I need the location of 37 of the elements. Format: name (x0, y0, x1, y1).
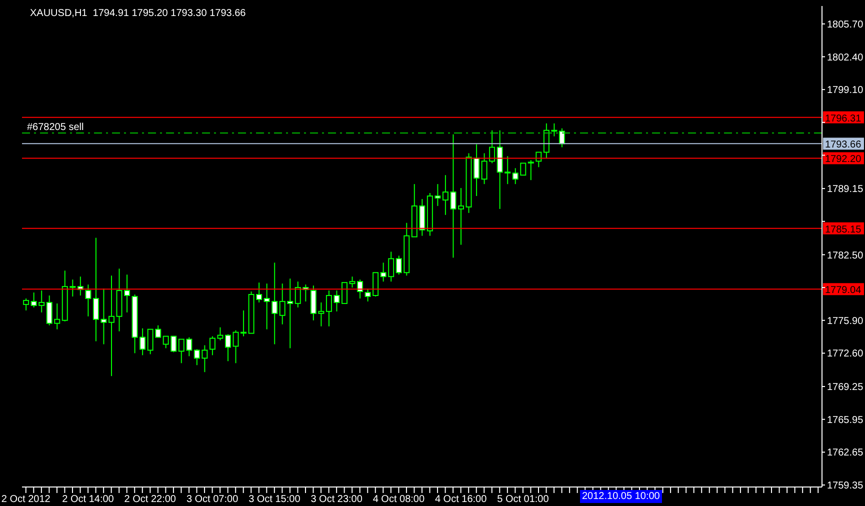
ref-line-label: 1779.04 (825, 285, 862, 296)
x-tick-label: 2 Oct 14:00 (62, 494, 114, 506)
x-tick-label: 3 Oct 23:00 (310, 494, 363, 506)
y-tick-label: 1799.10 (827, 85, 864, 96)
ref-line-label: 1796.31 (825, 113, 862, 124)
candlestick (558, 128, 565, 148)
y-tick-label: 1762.65 (827, 448, 864, 459)
candlestick (224, 334, 231, 362)
x-tick-label: 4 Oct 16:00 (434, 494, 488, 506)
y-tick-label: 1772.60 (827, 348, 864, 360)
y-tick-label: 1759.35 (827, 480, 864, 492)
x-tick-label: 5 Oct 01:00 (497, 494, 550, 506)
y-tick-label: 1802.40 (827, 52, 864, 64)
y-tick-label: 1775.90 (827, 316, 864, 327)
y-tick-label: 1769.25 (827, 382, 864, 394)
candlestick (458, 188, 464, 246)
chart-title: XAUUSD,H1 1794.91 1795.20 1793.30 1793.66 (30, 8, 246, 19)
ref-line-label: 1785.15 (825, 224, 862, 236)
ref-line-label: #678205 sell (27, 122, 84, 133)
candlestick (536, 152, 542, 168)
x-tick-label: 2 Oct 22:00 (124, 494, 176, 506)
x-tick-label: 3 Oct 15:00 (248, 494, 301, 506)
y-tick-label: 1789.15 (827, 184, 864, 196)
x-tick-label: 4 Oct 08:00 (372, 494, 425, 506)
y-tick-label: 1805.70 (827, 19, 864, 30)
x-tick-label: 3 Oct 07:00 (186, 494, 239, 506)
candlestick (528, 160, 534, 181)
ref-line-label: 1792.20 (825, 154, 862, 166)
candlestick (85, 284, 92, 317)
y-tick-label: 1782.50 (827, 250, 864, 262)
candlestick (108, 275, 114, 377)
candlestick (342, 282, 348, 304)
ref-line-label: 1793.66 (825, 140, 862, 151)
x-tick-label: 2 Oct 2012 (1, 494, 51, 506)
text: 2012.10.05 10:00 (580, 490, 662, 503)
candlestick (23, 298, 30, 311)
y-tick-label: 1765.95 (827, 414, 864, 426)
